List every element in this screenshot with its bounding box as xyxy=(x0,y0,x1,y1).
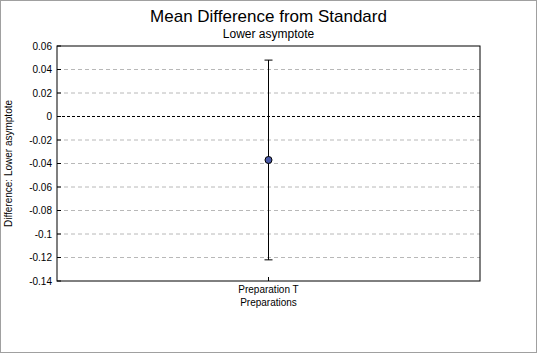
plot-frame xyxy=(57,46,480,281)
y-tick-label: 0.06 xyxy=(33,41,53,52)
y-tick xyxy=(57,257,61,258)
y-tick-label: 0.02 xyxy=(33,88,53,99)
y-tick xyxy=(57,234,61,235)
y-axis-label: Difference: Lower asymptote xyxy=(3,100,14,228)
chart-svg: Mean Difference from StandardLower asymp… xyxy=(0,0,537,353)
y-tick xyxy=(57,187,61,188)
y-tick-label: -0.02 xyxy=(29,135,52,146)
y-tick xyxy=(57,210,61,211)
y-tick xyxy=(57,163,61,164)
x-axis-label: Preparations xyxy=(240,297,297,308)
y-tick-label: -0.1 xyxy=(35,229,53,240)
error-cap xyxy=(265,259,273,260)
subtitle: Lower asymptote xyxy=(223,27,315,41)
marks xyxy=(265,60,273,260)
point xyxy=(265,156,272,163)
background xyxy=(1,1,537,353)
y-tick-label: 0.04 xyxy=(33,64,53,75)
y-tick xyxy=(57,69,61,70)
x-tick xyxy=(268,277,269,281)
y-tick xyxy=(57,93,61,94)
y-tick-label: -0.14 xyxy=(29,276,52,287)
title: Mean Difference from Standard xyxy=(150,7,387,26)
y-tick-label: -0.12 xyxy=(29,252,52,263)
error-bar xyxy=(265,60,273,260)
x-tick-label: Preparation T xyxy=(238,284,298,295)
chart-container: Mean Difference from StandardLower asymp… xyxy=(0,0,537,353)
y-tick-label: 0 xyxy=(46,111,52,122)
y-tick-label: -0.08 xyxy=(29,205,52,216)
y-tick xyxy=(57,116,61,117)
y-tick-label: -0.06 xyxy=(29,182,52,193)
error-cap xyxy=(265,60,273,61)
y-tick-label: -0.04 xyxy=(29,158,52,169)
y-tick xyxy=(57,140,61,141)
